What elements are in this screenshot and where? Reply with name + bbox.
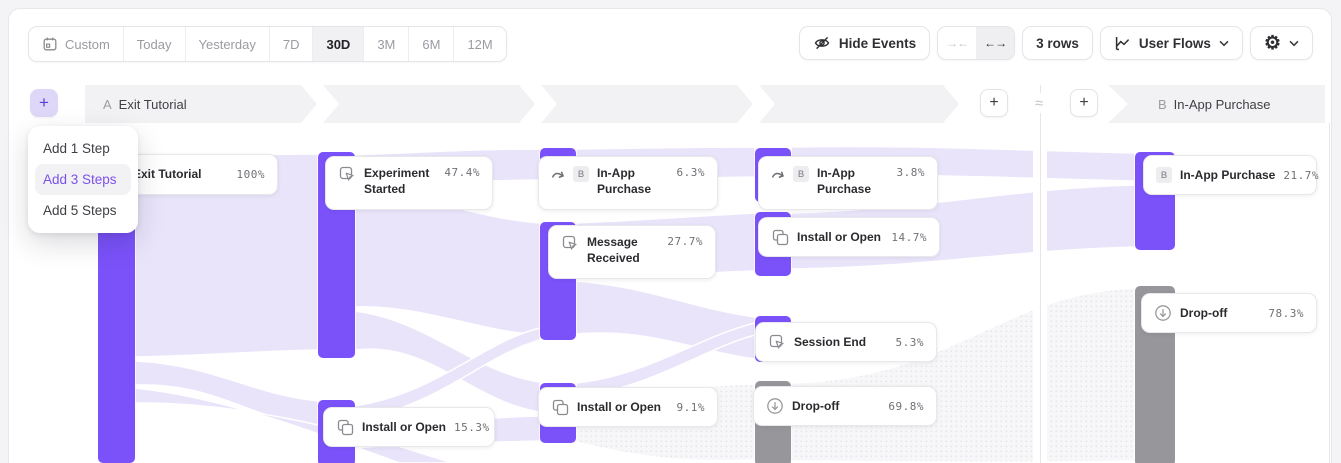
merge-arrow-icon [771,165,785,183]
approx-symbol: ≈ [1026,93,1052,113]
menu-item-add-1-step[interactable]: Add 1 Step [43,141,110,156]
step-b-header[interactable]: B In-App Purchase [1108,85,1325,123]
node-exit-tutorial[interactable]: Exit Tutorial 100% [120,154,278,195]
date-range-6m[interactable]: 6M [408,27,453,61]
step-b-name: In-App Purchase [1173,96,1271,112]
install-icon [551,398,569,416]
node-message-received[interactable]: Message Received 27.7% [548,225,716,279]
date-range-today[interactable]: Today [122,27,185,61]
step-b-badge: B [573,166,589,182]
node-install-or-open-2[interactable]: Install or Open 9.1% [538,387,718,427]
chevron-down-icon [1219,40,1229,46]
add-column-button-right[interactable]: + [1070,89,1098,117]
drop-off-icon [766,397,784,415]
user-flows-chart-icon [1115,36,1130,50]
event-icon [768,333,786,351]
step-b-letter: B [1158,96,1167,112]
step-header-segment[interactable] [323,85,535,123]
rows-button[interactable]: 3 rows [1022,26,1093,60]
node-drop-off-1[interactable]: Drop-off 69.8% [753,386,937,426]
date-range-12m[interactable]: 12M [453,27,505,61]
menu-item-add-3-steps[interactable]: Add 3 Steps [35,164,131,195]
step-b-badge: B [793,166,809,182]
date-range-label: Custom [65,36,110,52]
collapse-columns-button[interactable]: →← [946,36,969,50]
calendar-icon [43,37,57,51]
section-divider [1040,85,1041,463]
step-header-segment[interactable] [759,85,959,123]
step-b-badge: B [1156,167,1172,183]
hide-events-button[interactable]: Hide Events [798,26,931,60]
date-range-7d[interactable]: 7D [268,27,313,61]
drop-off-icon [1154,304,1172,322]
view-selector-button[interactable]: User Flows [1099,26,1243,60]
node-experiment-started[interactable]: Experiment Started 47.4% [325,156,493,210]
menu-item-add-5-steps[interactable]: Add 5 Steps [43,203,117,218]
gear-icon: ⚙ [1263,32,1281,54]
step-a-name: Exit Tutorial [118,96,187,112]
add-step-button[interactable]: + [30,89,58,117]
add-step-menu: Add 1 Step Add 3 Steps Add 5 Steps [28,126,138,233]
add-column-button[interactable]: + [980,89,1008,117]
panel-right-edge [1329,123,1330,463]
settings-button[interactable]: ⚙ [1249,26,1313,60]
event-icon [338,165,356,183]
node-install-or-open-3[interactable]: Install or Open 14.7% [758,217,940,257]
step-a-letter: A [103,96,112,112]
step-header-segment[interactable] [541,85,753,123]
chevron-down-icon [1289,40,1299,46]
node-install-or-open-1[interactable]: Install or Open 15.3% [323,407,495,447]
date-range-3m[interactable]: 3M [363,27,408,61]
width-toggle: →← ←→ [937,26,1016,60]
date-range-yesterday[interactable]: Yesterday [184,27,269,61]
toolbar-right: Hide Events →← ←→ 3 rows User Flows ⚙ [798,26,1313,60]
node-in-app-purchase-2[interactable]: B In-App Purchase 3.8% [758,156,938,210]
expand-columns-button[interactable]: ←→ [976,27,1015,59]
merge-arrow-icon [551,165,565,183]
node-session-end[interactable]: Session End 5.3% [755,322,937,362]
date-range-control: Custom Today Yesterday 7D 30D 3M 6M 12M [28,26,507,62]
install-icon [336,418,354,436]
eye-off-icon [814,36,830,50]
step-a-header[interactable]: A Exit Tutorial [85,85,317,123]
node-in-app-purchase-3[interactable]: B In-App Purchase 21.7% [1143,155,1318,195]
node-in-app-purchase-1[interactable]: B In-App Purchase 6.3% [538,156,718,210]
date-range-30d[interactable]: 30D [312,27,364,61]
install-icon [771,228,789,246]
event-icon [561,234,579,252]
node-drop-off-2[interactable]: Drop-off 78.3% [1141,293,1317,333]
date-range-custom[interactable]: Custom [29,27,123,61]
